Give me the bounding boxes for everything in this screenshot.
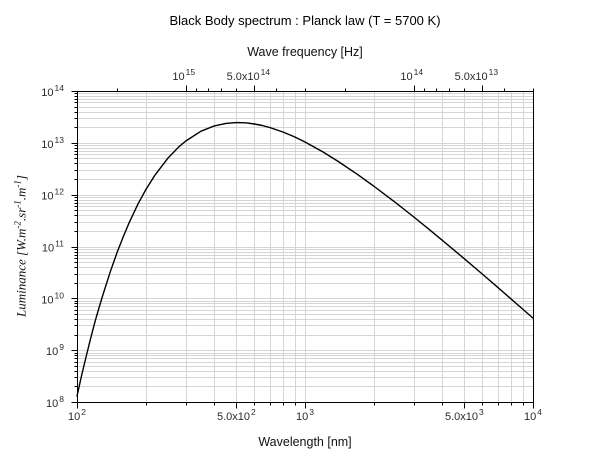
top-axis-label: Wave frequency [Hz]	[247, 45, 363, 59]
y-axis-label: Luminance [W.m-2.sr-1.m-1]	[12, 175, 29, 317]
freq-tick-label: 1014	[400, 67, 423, 83]
freq-tick-label: 1015	[172, 67, 195, 83]
y-tick-label: 109	[46, 342, 64, 358]
freq-tick-label: 5.0x1013	[455, 67, 499, 83]
y-tick-label: 108	[46, 394, 64, 410]
y-tick-label: 1014	[41, 83, 64, 99]
x-tick-label: 5.0x102	[217, 407, 256, 423]
y-tick-label: 1012	[41, 187, 64, 203]
freq-tick-label: 5.0x1014	[227, 67, 271, 83]
chart-title: Black Body spectrum : Planck law (T = 57…	[169, 13, 441, 28]
x-axis-label: Wavelength [nm]	[258, 435, 352, 449]
gridlines	[77, 91, 533, 402]
x-tick-label: 103	[296, 407, 314, 423]
y-tick-label: 1010	[41, 290, 64, 306]
x-tick-label: 104	[524, 407, 542, 423]
y-tick-label: 1011	[42, 239, 64, 255]
x-tick-label: 5.0x103	[445, 407, 484, 423]
planck-curve	[76, 121, 534, 397]
axis-ticks	[71, 85, 534, 409]
x-tick-label: 102	[68, 407, 86, 423]
y-tick-label: 1013	[41, 135, 64, 151]
tick-labels: 102 5.0x102 103 5.0x103 104 108 109 1010 1011 101…	[41, 67, 542, 423]
